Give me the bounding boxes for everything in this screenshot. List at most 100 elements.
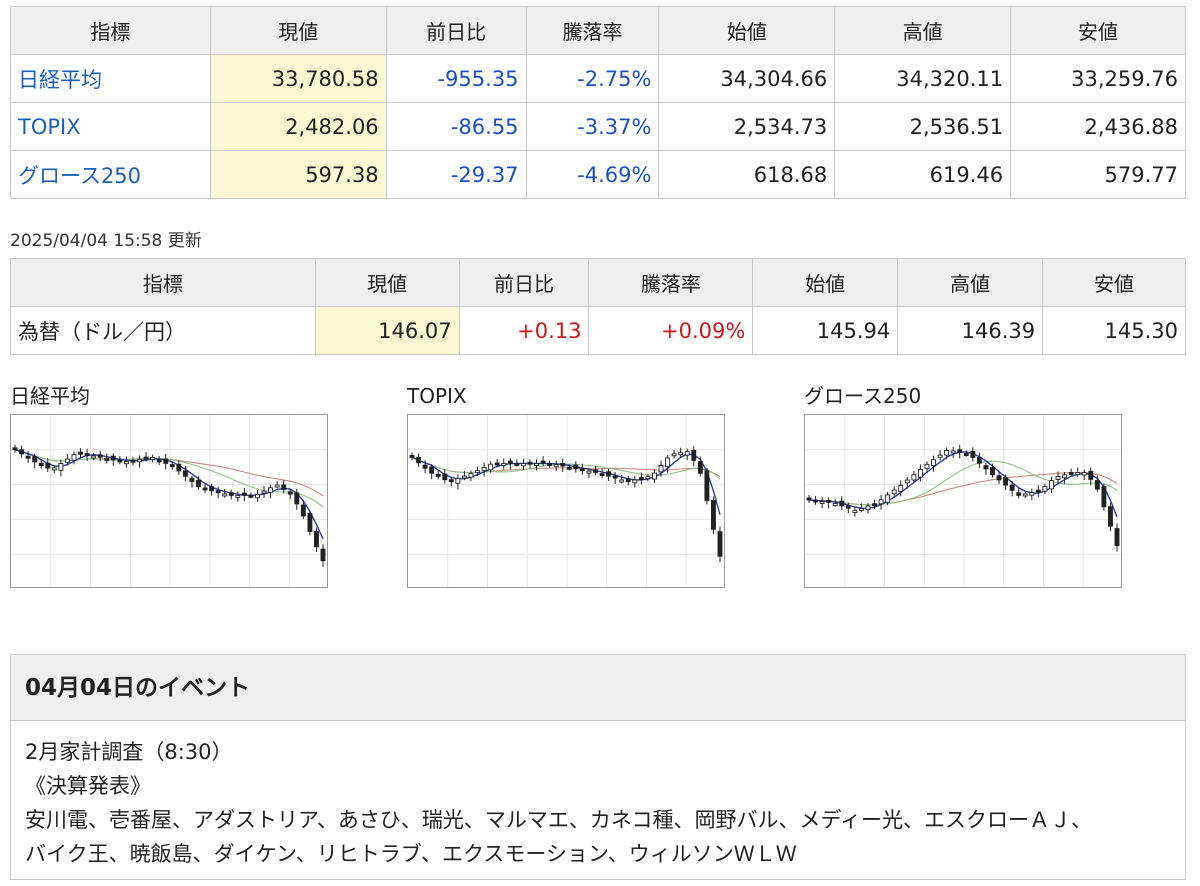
- candle-body: [19, 449, 25, 455]
- candle-body: [429, 466, 435, 474]
- col-header-open: 始値: [658, 6, 836, 55]
- candle-body: [1088, 470, 1094, 480]
- nikkei-link[interactable]: 日経平均: [18, 67, 102, 92]
- candle-body: [514, 463, 520, 466]
- ma-mid-line: [411, 456, 721, 480]
- candle-body: [691, 449, 697, 461]
- nikkei-candlestick-chart[interactable]: [10, 414, 328, 588]
- change-value: -955.35: [385, 54, 527, 103]
- col-header-high: 高値: [897, 258, 1044, 307]
- candle-body: [1055, 476, 1061, 480]
- candle-body: [71, 454, 77, 461]
- candle-body: [573, 464, 579, 470]
- table-row: TOPIX 2,482.06 -86.55 -3.37% 2,534.73 2,…: [10, 102, 1186, 151]
- candle-body: [1029, 492, 1035, 496]
- rate-value: -4.69%: [525, 150, 660, 199]
- candle-body: [976, 457, 982, 464]
- candle-body: [169, 464, 175, 468]
- candle-body: [422, 464, 428, 469]
- col-header-indicator: 指標: [10, 6, 211, 55]
- ma-long-line: [808, 471, 1118, 506]
- ma-mid-line: [808, 460, 1118, 506]
- candle-body: [996, 475, 1002, 481]
- growth250-link[interactable]: グロース250: [18, 163, 142, 188]
- candle-body: [25, 455, 31, 459]
- open-value: 618.68: [658, 150, 836, 199]
- candle-body: [885, 494, 891, 503]
- candle-body: [1101, 486, 1107, 508]
- col-header-change: 前日比: [458, 258, 590, 307]
- candle-body: [202, 487, 208, 491]
- col-header-rate: 騰落率: [588, 258, 754, 307]
- change-value: -29.37: [385, 150, 527, 199]
- candle-body: [1107, 506, 1113, 527]
- candle-body: [97, 454, 103, 458]
- candle-body: [520, 463, 526, 467]
- candle-body: [137, 459, 142, 463]
- candle-body: [268, 487, 274, 493]
- candle-body: [671, 453, 677, 457]
- topix-candlestick-chart[interactable]: [407, 414, 725, 588]
- candle-body: [248, 494, 254, 498]
- candle-body: [455, 477, 461, 484]
- candle-body: [12, 447, 18, 451]
- candle-body: [1068, 472, 1074, 475]
- col-header-open: 始値: [752, 258, 899, 307]
- candle-body: [1022, 493, 1028, 497]
- candle-body: [1062, 474, 1068, 479]
- chart-title: 日経平均: [10, 384, 90, 408]
- low-value: 33,259.76: [1010, 54, 1186, 103]
- col-header-low: 安値: [1042, 258, 1186, 307]
- candle-body: [241, 492, 247, 496]
- current-value: 2,482.06: [209, 102, 387, 151]
- candle-body: [944, 450, 950, 456]
- col-header-rate: 騰落率: [525, 6, 660, 55]
- candle-body: [110, 455, 116, 461]
- candle-body: [586, 470, 592, 474]
- candle-body: [494, 462, 500, 466]
- col-header-current: 現値: [209, 6, 387, 55]
- candle-body: [189, 478, 195, 482]
- candle-body: [442, 473, 448, 481]
- candle-body: [931, 459, 936, 467]
- candle-body: [553, 464, 559, 468]
- candle-body: [1003, 476, 1009, 486]
- candle-body: [182, 470, 188, 477]
- table-row: グロース250 597.38 -29.37 -4.69% 618.68 619.…: [10, 150, 1186, 199]
- candle-body: [51, 467, 57, 471]
- candle-body: [281, 484, 287, 490]
- candle-body: [84, 453, 90, 457]
- open-value: 2,534.73: [658, 102, 836, 151]
- nikkei-chart-panel[interactable]: 日経平均: [10, 382, 330, 588]
- candle-body: [416, 456, 422, 464]
- candle-body: [872, 503, 877, 507]
- growth250-chart-panel[interactable]: グロース250: [804, 382, 1124, 588]
- candle-body: [612, 475, 618, 479]
- high-value: 619.46: [834, 150, 1012, 199]
- topix-link[interactable]: TOPIX: [18, 114, 81, 139]
- candle-body: [983, 465, 989, 470]
- candle-body: [130, 459, 136, 463]
- candle-body: [710, 499, 716, 530]
- candle-body: [652, 472, 657, 480]
- candle-body: [294, 492, 300, 505]
- event-line: 《決算発表》: [25, 774, 151, 798]
- candle-body: [891, 489, 897, 495]
- candle-body: [1114, 528, 1120, 547]
- candle-body: [448, 479, 454, 483]
- index-name-cell: TOPIX: [10, 102, 211, 151]
- candle-body: [534, 463, 539, 466]
- candle-body: [1075, 472, 1081, 476]
- candle-body: [593, 469, 598, 473]
- chart-title: TOPIX: [407, 384, 467, 408]
- topix-chart-panel[interactable]: TOPIX: [407, 382, 727, 588]
- candle-body: [704, 470, 710, 501]
- candle-body: [990, 467, 995, 475]
- candle-body: [274, 484, 280, 488]
- candle-body: [924, 463, 930, 469]
- candle-body: [468, 473, 474, 478]
- growth250-candlestick-chart[interactable]: [804, 414, 1122, 588]
- candle-body: [215, 490, 221, 494]
- candle-body: [970, 450, 976, 458]
- candle-body: [156, 459, 162, 463]
